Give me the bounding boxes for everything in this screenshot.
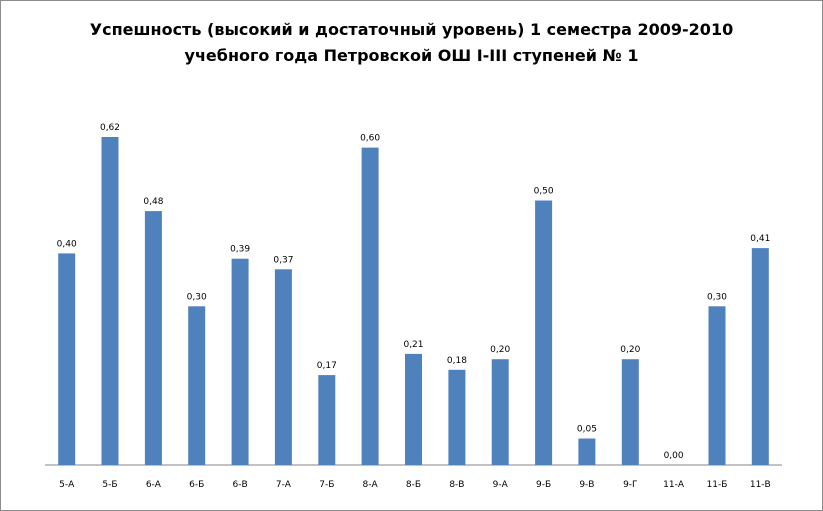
data-label-7-Б: 0,17 bbox=[317, 361, 337, 371]
data-label-11-В: 0,41 bbox=[750, 234, 770, 244]
bar-6-Б bbox=[188, 306, 206, 465]
data-label-8-В: 0,18 bbox=[447, 356, 467, 366]
bar-6-В bbox=[231, 258, 249, 465]
data-label-11-Б: 0,30 bbox=[707, 292, 727, 302]
bar-11-В bbox=[751, 248, 769, 465]
chart-title-line-1: Успешность (высокий и достаточный уровен… bbox=[89, 20, 734, 39]
x-tick-label-9-В: 9-В bbox=[579, 480, 594, 490]
data-label-5-А: 0,40 bbox=[57, 239, 77, 249]
x-tick-label-8-Б: 8-Б bbox=[406, 480, 421, 490]
data-label-9-А: 0,20 bbox=[490, 345, 510, 355]
x-tick-label-9-А: 9-А bbox=[493, 480, 509, 490]
data-labels-group: 0,40 0,62 0,48 0,30 0,39 0,37 0,17 0,60 0,21 0,18… bbox=[57, 123, 771, 461]
x-tick-label-7-Б: 7-Б bbox=[319, 480, 334, 490]
bar-8-В bbox=[448, 369, 466, 465]
x-tick-label-9-Б: 9-Б bbox=[536, 480, 551, 490]
data-label-8-Б: 0,21 bbox=[403, 340, 423, 350]
x-tick-label-5-Б: 5-Б bbox=[102, 480, 117, 490]
data-label-11-А: 0,00 bbox=[664, 451, 684, 461]
bar-8-Б bbox=[405, 353, 422, 465]
bar-9-В bbox=[578, 438, 596, 465]
bar-9-Б bbox=[535, 200, 553, 465]
x-tick-label-7-А: 7-А bbox=[276, 480, 292, 490]
data-label-7-А: 0,37 bbox=[273, 255, 293, 265]
bar-7-А bbox=[274, 269, 292, 465]
chart-title-line-2: учебного года Петровской ОШ І-ІІІ ступен… bbox=[184, 46, 639, 65]
x-tick-label-5-А: 5-А bbox=[59, 480, 75, 490]
data-label-6-А: 0,48 bbox=[143, 197, 163, 207]
bars-group bbox=[58, 137, 769, 465]
x-tick-label-11-А: 11-А bbox=[663, 480, 685, 490]
x-tick-label-6-А: 6-А bbox=[146, 480, 162, 490]
bar-9-А bbox=[491, 359, 509, 465]
data-label-9-Б: 0,50 bbox=[534, 187, 554, 197]
data-label-5-Б: 0,62 bbox=[100, 123, 120, 133]
x-tick-label-6-В: 6-В bbox=[233, 480, 248, 490]
bar-8-А bbox=[361, 147, 379, 465]
bar-7-Б bbox=[318, 375, 336, 465]
data-label-8-А: 0,60 bbox=[360, 134, 380, 144]
x-tick-label-8-В: 8-В bbox=[449, 480, 464, 490]
x-tick-label-11-Б: 11-Б bbox=[707, 480, 728, 490]
data-label-9-Г: 0,20 bbox=[620, 345, 640, 355]
chart-title: Успешность (высокий и достаточный уровен… bbox=[0, 17, 823, 69]
data-label-6-Б: 0,30 bbox=[187, 292, 207, 302]
data-label-9-В: 0,05 bbox=[577, 425, 597, 435]
x-tick-label-9-Г: 9-Г bbox=[623, 480, 637, 490]
bar-11-Б bbox=[708, 306, 726, 465]
bar-5-А bbox=[58, 253, 76, 465]
bar-6-А bbox=[144, 211, 162, 465]
x-tick-labels-group: 5-А 5-Б 6-А 6-Б 6-В 7-А 7-Б 8-А 8-Б 8-В 9-А 9-Б 9-В 9… bbox=[59, 480, 771, 490]
x-tick-label-11-В: 11-В bbox=[750, 480, 771, 490]
data-label-6-В: 0,39 bbox=[230, 245, 250, 255]
x-tick-label-6-Б: 6-Б bbox=[189, 480, 204, 490]
bar-5-Б bbox=[101, 137, 119, 465]
x-tick-label-8-А: 8-А bbox=[363, 480, 379, 490]
bar-9-Г bbox=[621, 359, 639, 465]
